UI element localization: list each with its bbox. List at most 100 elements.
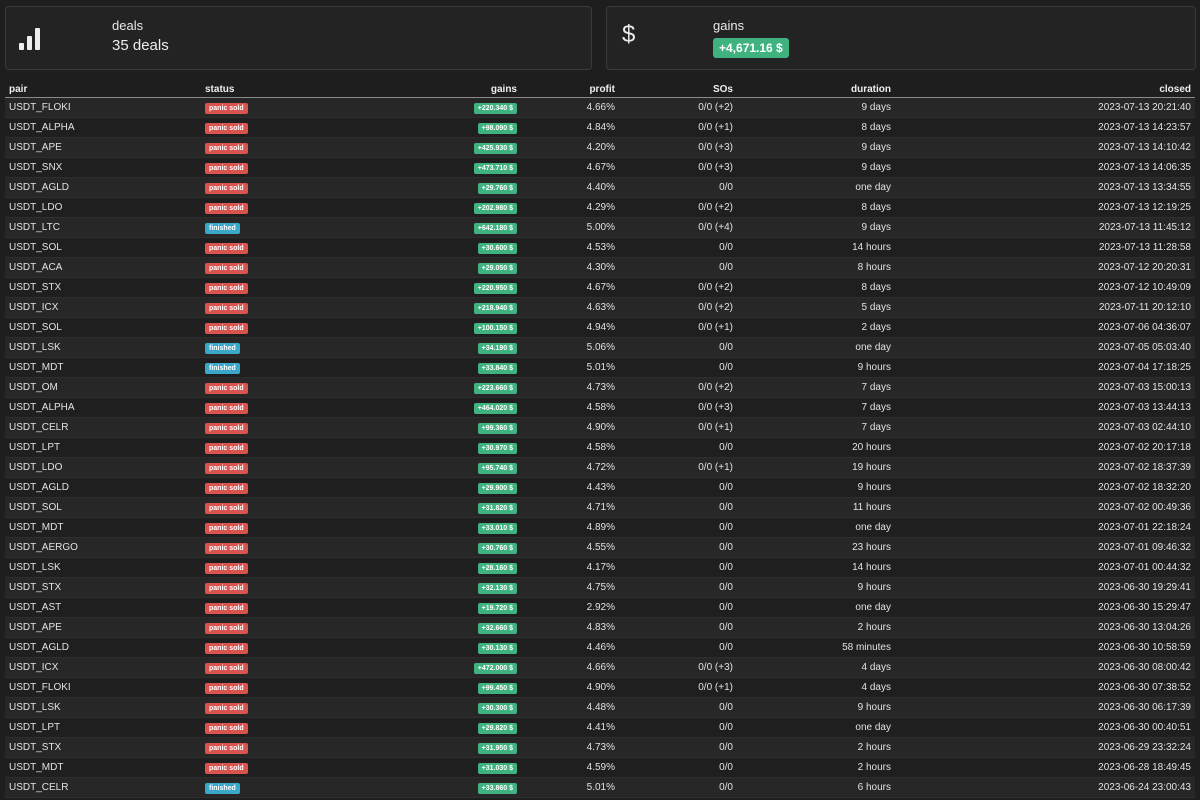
table-row[interactable]: USDT_CELR finished +33.860 $ 5.01% 0/0 6 hour… bbox=[5, 777, 1195, 798]
table-row[interactable]: USDT_LSK panic sold +30.300 $ 4.48% 0/0 9 hou… bbox=[5, 697, 1195, 718]
table-row[interactable]: USDT_SNX panic sold +473.710 $ 4.67% 0/0 (+3… bbox=[5, 157, 1195, 178]
cell-gains: +29.820 $ bbox=[371, 717, 521, 738]
cell-sos: 0/0 bbox=[619, 477, 737, 498]
cell-gains: +19.720 $ bbox=[371, 597, 521, 618]
table-row[interactable]: USDT_LPT panic sold +29.820 $ 4.41% 0/0 one d… bbox=[5, 717, 1195, 738]
table-row[interactable]: USDT_OM panic sold +223.660 $ 4.73% 0/0 (+2)… bbox=[5, 377, 1195, 398]
cell-profit: 4.40% bbox=[521, 177, 619, 198]
cell-closed: 2023-07-03 02:44:10 bbox=[895, 417, 1195, 438]
column-header-gains[interactable]: gains bbox=[371, 82, 521, 98]
table-row[interactable]: USDT_LTC finished +642.180 $ 5.00% 0/0 (+4) 9… bbox=[5, 217, 1195, 238]
table-row[interactable]: USDT_LDO panic sold +95.740 $ 4.72% 0/0 (+1)… bbox=[5, 457, 1195, 478]
table-row[interactable]: USDT_ICX panic sold +218.940 $ 4.63% 0/0 (+2… bbox=[5, 297, 1195, 318]
cell-pair: USDT_SNX bbox=[5, 157, 201, 178]
table-row[interactable]: USDT_STX panic sold +32.130 $ 4.75% 0/0 9 hou… bbox=[5, 577, 1195, 598]
gain-badge: +34.190 $ bbox=[477, 342, 517, 354]
table-row[interactable]: USDT_ICX panic sold +472.000 $ 4.66% 0/0 (+3… bbox=[5, 657, 1195, 678]
cell-pair: USDT_SOL bbox=[5, 317, 201, 338]
table-row[interactable]: USDT_FLOKI panic sold +220.340 $ 4.66% 0/0 (… bbox=[5, 97, 1195, 118]
gain-badge: +218.940 $ bbox=[473, 302, 517, 314]
table-row[interactable]: USDT_FLOKI panic sold +99.450 $ 4.90% 0/0 (+… bbox=[5, 677, 1195, 698]
table-row[interactable]: USDT_MDT panic sold +33.010 $ 4.89% 0/0 one d… bbox=[5, 517, 1195, 538]
cell-profit: 5.01% bbox=[521, 777, 619, 798]
deals-label: deals bbox=[112, 18, 144, 33]
cell-gains: +99.450 $ bbox=[371, 677, 521, 698]
table-row[interactable]: USDT_ACA panic sold +29.050 $ 4.30% 0/0 8 hou… bbox=[5, 257, 1195, 278]
table-row[interactable]: USDT_MDT finished +33.840 $ 5.01% 0/0 9 hours… bbox=[5, 357, 1195, 378]
table-row[interactable]: USDT_AGLD panic sold +30.130 $ 4.46% 0/0 58 m… bbox=[5, 637, 1195, 658]
column-header-duration[interactable]: duration bbox=[737, 82, 895, 98]
column-header-sos[interactable]: SOs bbox=[619, 82, 737, 98]
cell-duration: 4 days bbox=[737, 677, 895, 698]
cell-pair: USDT_CELR bbox=[5, 777, 201, 798]
cell-closed: 2023-06-30 10:58:59 bbox=[895, 637, 1195, 658]
cell-profit: 4.83% bbox=[521, 617, 619, 638]
table-row[interactable]: USDT_LDO panic sold +202.980 $ 4.29% 0/0 (+2… bbox=[5, 197, 1195, 218]
cell-closed: 2023-06-24 23:00:43 bbox=[895, 777, 1195, 798]
table-row[interactable]: USDT_APE panic sold +32.660 $ 4.83% 0/0 2 hou… bbox=[5, 617, 1195, 638]
cell-profit: 5.01% bbox=[521, 357, 619, 378]
cell-profit: 4.29% bbox=[521, 197, 619, 218]
table-row[interactable]: USDT_LPT panic sold +30.970 $ 4.58% 0/0 20 ho… bbox=[5, 437, 1195, 458]
status-badge: panic sold bbox=[205, 282, 248, 294]
gain-badge: +472.000 $ bbox=[473, 662, 517, 674]
table-row[interactable]: USDT_ALPHA panic sold +464.020 $ 4.58% 0/0 (… bbox=[5, 397, 1195, 418]
cell-duration: 8 days bbox=[737, 117, 895, 138]
table-row[interactable]: USDT_AERGO panic sold +30.760 $ 4.55% 0/0 23 … bbox=[5, 537, 1195, 558]
cell-gains: +33.860 $ bbox=[371, 777, 521, 798]
status-badge: panic sold bbox=[205, 582, 248, 594]
table-row[interactable]: USDT_AGLD panic sold +29.900 $ 4.43% 0/0 9 ho… bbox=[5, 477, 1195, 498]
gain-badge: +31.950 $ bbox=[477, 742, 517, 754]
cell-duration: 6 hours bbox=[737, 777, 895, 798]
cell-closed: 2023-06-28 18:49:45 bbox=[895, 757, 1195, 778]
table-row[interactable]: USDT_LSK panic sold +28.160 $ 4.17% 0/0 14 ho… bbox=[5, 557, 1195, 578]
column-header-closed[interactable]: closed bbox=[895, 82, 1195, 98]
cell-profit: 4.67% bbox=[521, 157, 619, 178]
cell-status: panic sold bbox=[201, 137, 371, 158]
status-badge: panic sold bbox=[205, 162, 248, 174]
gain-badge: +98.090 $ bbox=[477, 122, 517, 134]
cell-profit: 4.53% bbox=[521, 237, 619, 258]
column-header-profit[interactable]: profit bbox=[521, 82, 619, 98]
table-row[interactable]: USDT_SOL panic sold +100.150 $ 4.94% 0/0 (+1… bbox=[5, 317, 1195, 338]
cell-closed: 2023-07-02 00:49:36 bbox=[895, 497, 1195, 518]
cell-pair: USDT_LPT bbox=[5, 717, 201, 738]
cell-duration: 9 hours bbox=[737, 697, 895, 718]
status-badge: panic sold bbox=[205, 182, 248, 194]
table-row[interactable]: USDT_APE panic sold +425.930 $ 4.20% 0/0 (+3… bbox=[5, 137, 1195, 158]
status-badge: panic sold bbox=[205, 322, 248, 334]
cell-status: panic sold bbox=[201, 737, 371, 758]
cell-gains: +28.160 $ bbox=[371, 557, 521, 578]
cell-closed: 2023-07-04 17:18:25 bbox=[895, 357, 1195, 378]
cell-profit: 4.72% bbox=[521, 457, 619, 478]
cell-pair: USDT_LTC bbox=[5, 217, 201, 238]
cell-pair: USDT_ICX bbox=[5, 657, 201, 678]
status-badge: panic sold bbox=[205, 642, 248, 654]
cell-gains: +202.980 $ bbox=[371, 197, 521, 218]
table-row[interactable]: USDT_AGLD panic sold +29.760 $ 4.40% 0/0 one … bbox=[5, 177, 1195, 198]
cell-profit: 4.58% bbox=[521, 437, 619, 458]
gain-badge: +33.860 $ bbox=[477, 782, 517, 794]
table-row[interactable]: USDT_SOL panic sold +31.820 $ 4.71% 0/0 11 ho… bbox=[5, 497, 1195, 518]
cell-profit: 5.00% bbox=[521, 217, 619, 238]
cell-duration: 8 hours bbox=[737, 257, 895, 278]
cell-pair: USDT_ALPHA bbox=[5, 117, 201, 138]
table-row[interactable]: USDT_AST panic sold +19.720 $ 2.92% 0/0 one d… bbox=[5, 597, 1195, 618]
cell-closed: 2023-07-11 20:12:10 bbox=[895, 297, 1195, 318]
status-badge: panic sold bbox=[205, 262, 248, 274]
table-row[interactable]: USDT_STX panic sold +31.950 $ 4.73% 0/0 2 hou… bbox=[5, 737, 1195, 758]
table-row[interactable]: USDT_LSK finished +34.190 $ 5.06% 0/0 one day… bbox=[5, 337, 1195, 358]
table-row[interactable]: USDT_CELR panic sold +99.360 $ 4.90% 0/0 (+1… bbox=[5, 417, 1195, 438]
table-row[interactable]: USDT_ALPHA panic sold +98.090 $ 4.84% 0/0 (+… bbox=[5, 117, 1195, 138]
table-row[interactable]: USDT_SOL panic sold +30.600 $ 4.53% 0/0 14 ho… bbox=[5, 237, 1195, 258]
gain-badge: +99.360 $ bbox=[477, 422, 517, 434]
column-header-pair[interactable]: pair bbox=[5, 82, 201, 98]
column-header-status[interactable]: status bbox=[201, 82, 371, 98]
cell-sos: 0/0 bbox=[619, 617, 737, 638]
gain-badge: +95.740 $ bbox=[477, 462, 517, 474]
table-row[interactable]: USDT_STX panic sold +220.950 $ 4.67% 0/0 (+2… bbox=[5, 277, 1195, 298]
cell-closed: 2023-06-30 07:38:52 bbox=[895, 677, 1195, 698]
cell-pair: USDT_MDT bbox=[5, 517, 201, 538]
cell-sos: 0/0 (+1) bbox=[619, 677, 737, 698]
table-row[interactable]: USDT_MDT panic sold +31.030 $ 4.59% 0/0 2 hou… bbox=[5, 757, 1195, 778]
